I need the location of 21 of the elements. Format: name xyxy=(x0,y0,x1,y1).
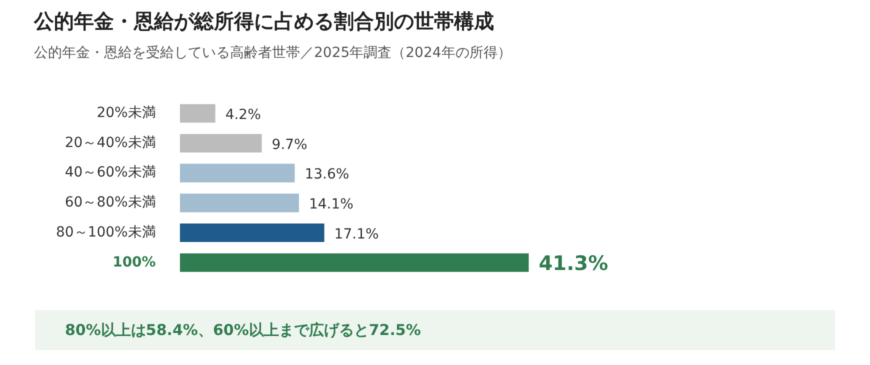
y-tick-label: 100% xyxy=(112,254,156,270)
chart-title: 公的年金・恩給が総所得に占める割合別の世帯構成 xyxy=(34,8,494,35)
bar xyxy=(180,253,529,272)
bar xyxy=(180,224,324,242)
data-label: 14.1% xyxy=(308,196,354,213)
bar xyxy=(180,164,295,182)
y-tick-label: 60～80%未満 xyxy=(64,194,156,211)
data-label: 4.2% xyxy=(225,106,261,123)
text: 80%以上は58.4%、60%以上まで広げると72.5% xyxy=(35,310,835,350)
data-label: 41.3% xyxy=(538,250,608,275)
bar xyxy=(180,104,216,123)
y-tick-label: 80～100%未満 xyxy=(56,224,156,240)
y-tick-label: 20～40%未満 xyxy=(64,134,156,151)
chart-subtitle: 公的年金・恩給を受給している高齢者世帯／2025年調査（2024年の所得） xyxy=(34,44,512,62)
bar xyxy=(180,194,299,212)
y-tick-label: 40～60%未満 xyxy=(64,164,156,181)
data-label: 17.1% xyxy=(334,226,379,242)
data-label: 13.6% xyxy=(304,166,350,183)
y-tick-label: 20%未満 xyxy=(96,104,156,121)
data-label: 9.7% xyxy=(272,136,308,153)
bar xyxy=(180,134,262,152)
